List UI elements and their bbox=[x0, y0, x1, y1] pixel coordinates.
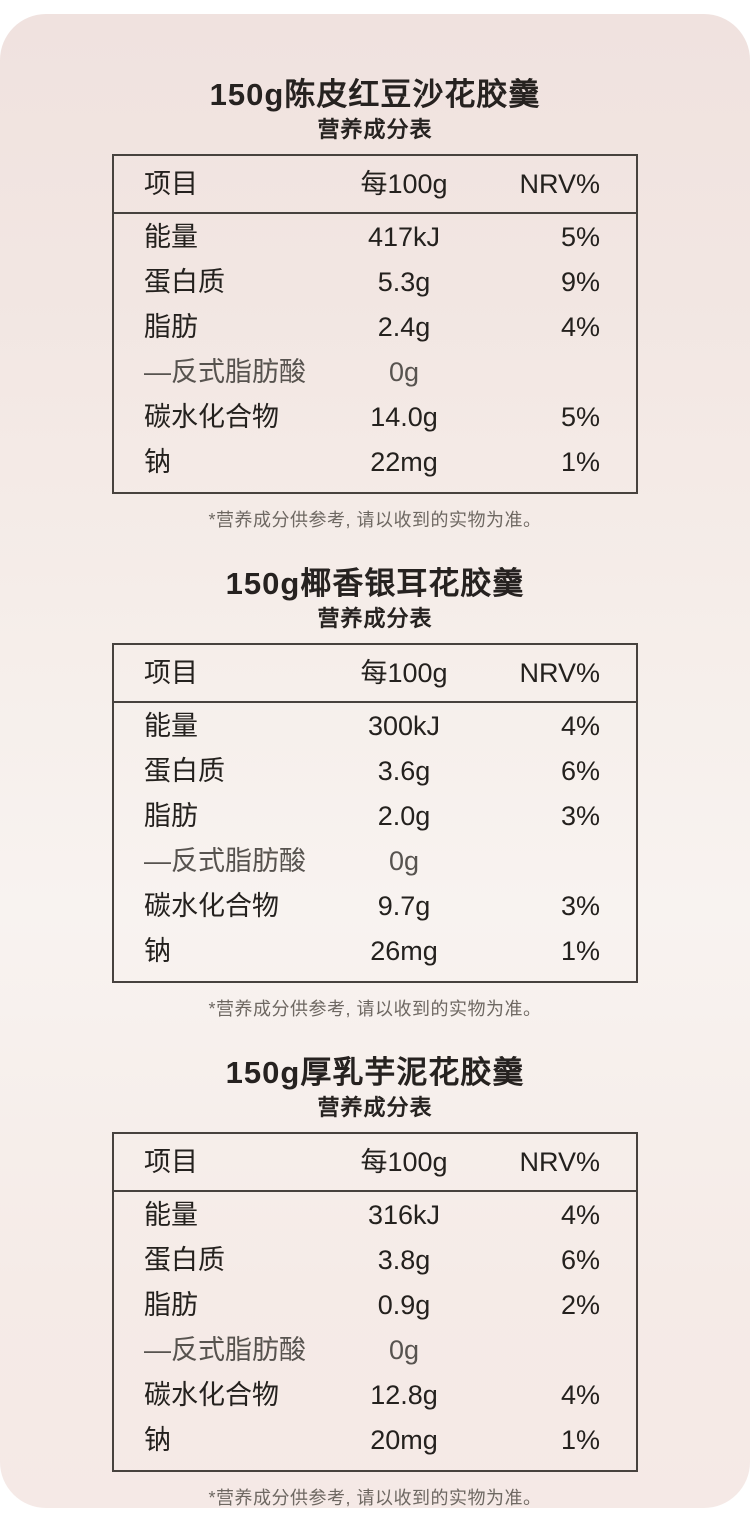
table-row: 碳水化合物 14.0g 5% bbox=[114, 394, 636, 439]
nutrient-nrv: 4% bbox=[560, 1199, 600, 1230]
table-header-row: 项目 每100g NRV% bbox=[114, 645, 636, 703]
table-row-transfat: —反式脂肪酸 0g bbox=[114, 349, 636, 394]
nutrient-name: 能量 bbox=[144, 1199, 198, 1230]
nutrient-name: 蛋白质 bbox=[144, 1244, 225, 1275]
nutrient-value: 22mg bbox=[370, 446, 438, 477]
nutrient-name: 蛋白质 bbox=[144, 755, 225, 786]
nutrient-value: 0.9g bbox=[377, 1289, 431, 1320]
col-header-per100g: 每100g bbox=[360, 658, 448, 688]
footnote: *营养成分供参考, 请以收到的实物为准。 bbox=[208, 1488, 542, 1508]
table-row: 钠 22mg 1% bbox=[114, 439, 636, 484]
table-row: 钠 20mg 1% bbox=[114, 1417, 636, 1462]
col-header-nrv: NRV% bbox=[519, 169, 600, 199]
nutrient-name: 蛋白质 bbox=[144, 266, 225, 297]
nutrient-name: —反式脂肪酸 bbox=[144, 356, 306, 387]
col-header-per100g: 每100g bbox=[360, 1147, 448, 1177]
nutrition-table: 项目 每100g NRV% 能量 300kJ 4% 蛋白质 3.6g 6% 脂肪… bbox=[112, 643, 638, 983]
nutrient-value: 0g bbox=[388, 356, 420, 387]
nutrient-value: 0g bbox=[388, 845, 420, 876]
product-title: 150g陈皮红豆沙花胶羹 bbox=[209, 77, 541, 112]
nutrient-name: 钠 bbox=[144, 935, 171, 966]
nutrient-value: 3.8g bbox=[377, 1244, 431, 1275]
nutrient-nrv: 3% bbox=[560, 890, 600, 921]
table-row: 脂肪 0.9g 2% bbox=[114, 1282, 636, 1327]
nutrient-value: 14.0g bbox=[370, 401, 438, 432]
nutrient-nrv: 1% bbox=[560, 446, 600, 477]
nutrient-value: 26mg bbox=[370, 935, 438, 966]
nutrient-nrv: 4% bbox=[560, 311, 600, 342]
nutrient-value: 417kJ bbox=[367, 221, 441, 252]
footnote: *营养成分供参考, 请以收到的实物为准。 bbox=[208, 999, 542, 1019]
nutrient-value: 300kJ bbox=[367, 710, 441, 741]
nutrient-nrv: 2% bbox=[560, 1289, 600, 1320]
nutrient-nrv: 9% bbox=[560, 266, 600, 297]
table-row: 蛋白质 5.3g 9% bbox=[114, 259, 636, 304]
product-section-1: 150g陈皮红豆沙花胶羹 营养成分表 项目 每100g NRV% 能量 417k… bbox=[0, 78, 750, 531]
product-section-2: 150g椰香银耳花胶羹 营养成分表 项目 每100g NRV% 能量 300kJ… bbox=[0, 567, 750, 1020]
footnote: *营养成分供参考, 请以收到的实物为准。 bbox=[208, 510, 542, 530]
table-row: 能量 417kJ 5% bbox=[114, 214, 636, 259]
col-header-item: 项目 bbox=[144, 658, 198, 688]
col-header-per100g: 每100g bbox=[360, 169, 448, 199]
nutrient-name: 钠 bbox=[144, 446, 171, 477]
nutrient-value: 316kJ bbox=[367, 1199, 441, 1230]
nutrient-nrv: 1% bbox=[560, 1424, 600, 1455]
table-row: 钠 26mg 1% bbox=[114, 928, 636, 973]
table-row: 蛋白质 3.8g 6% bbox=[114, 1237, 636, 1282]
nutrient-value: 3.6g bbox=[377, 755, 431, 786]
table-header-row: 项目 每100g NRV% bbox=[114, 156, 636, 214]
nutrient-value: 12.8g bbox=[370, 1379, 438, 1410]
nutrient-name: —反式脂肪酸 bbox=[144, 845, 306, 876]
nutrient-name: 能量 bbox=[144, 221, 198, 252]
nutrient-name: 脂肪 bbox=[144, 800, 198, 831]
table-row: 脂肪 2.4g 4% bbox=[114, 304, 636, 349]
table-row-transfat: —反式脂肪酸 0g bbox=[114, 1327, 636, 1372]
table-row: 蛋白质 3.6g 6% bbox=[114, 748, 636, 793]
nutrient-name: 碳水化合物 bbox=[144, 890, 279, 921]
nutrient-nrv: 6% bbox=[560, 755, 600, 786]
nutrient-nrv: 4% bbox=[560, 1379, 600, 1410]
product-title: 150g椰香银耳花胶羹 bbox=[225, 566, 525, 601]
table-row: 碳水化合物 9.7g 3% bbox=[114, 883, 636, 928]
nutrient-name: 脂肪 bbox=[144, 311, 198, 342]
table-row: 能量 300kJ 4% bbox=[114, 703, 636, 748]
nutrition-table: 项目 每100g NRV% 能量 316kJ 4% 蛋白质 3.8g 6% 脂肪… bbox=[112, 1132, 638, 1472]
col-header-item: 项目 bbox=[144, 169, 198, 199]
table-row: 能量 316kJ 4% bbox=[114, 1192, 636, 1237]
nutrient-nrv: 5% bbox=[560, 401, 600, 432]
col-header-nrv: NRV% bbox=[519, 658, 600, 688]
nutrient-nrv: 1% bbox=[560, 935, 600, 966]
table-subtitle: 营养成分表 bbox=[317, 1095, 433, 1120]
nutrient-name: 钠 bbox=[144, 1424, 171, 1455]
nutrition-panel: 150g陈皮红豆沙花胶羹 营养成分表 项目 每100g NRV% 能量 417k… bbox=[0, 14, 750, 1508]
table-row: 碳水化合物 12.8g 4% bbox=[114, 1372, 636, 1417]
table-row-transfat: —反式脂肪酸 0g bbox=[114, 838, 636, 883]
nutrient-name: —反式脂肪酸 bbox=[144, 1334, 306, 1365]
col-header-nrv: NRV% bbox=[519, 1147, 600, 1177]
product-title: 150g厚乳芋泥花胶羹 bbox=[225, 1055, 525, 1090]
nutrient-name: 能量 bbox=[144, 710, 198, 741]
table-row: 脂肪 2.0g 3% bbox=[114, 793, 636, 838]
nutrition-table: 项目 每100g NRV% 能量 417kJ 5% 蛋白质 5.3g 9% 脂肪… bbox=[112, 154, 638, 494]
table-header-row: 项目 每100g NRV% bbox=[114, 1134, 636, 1192]
product-section-3: 150g厚乳芋泥花胶羹 营养成分表 项目 每100g NRV% 能量 316kJ… bbox=[0, 1056, 750, 1509]
nutrient-value: 2.0g bbox=[377, 800, 431, 831]
table-subtitle: 营养成分表 bbox=[317, 117, 433, 142]
nutrient-name: 脂肪 bbox=[144, 1289, 198, 1320]
nutrient-nrv: 6% bbox=[560, 1244, 600, 1275]
nutrient-value: 9.7g bbox=[377, 890, 431, 921]
nutrient-name: 碳水化合物 bbox=[144, 1379, 279, 1410]
nutrient-nrv: 3% bbox=[560, 800, 600, 831]
nutrient-value: 2.4g bbox=[377, 311, 431, 342]
nutrient-nrv: 5% bbox=[560, 221, 600, 252]
nutrient-value: 5.3g bbox=[377, 266, 431, 297]
col-header-item: 项目 bbox=[144, 1147, 198, 1177]
table-subtitle: 营养成分表 bbox=[317, 606, 433, 631]
nutrient-value: 0g bbox=[388, 1334, 420, 1365]
nutrient-value: 20mg bbox=[370, 1424, 438, 1455]
nutrient-name: 碳水化合物 bbox=[144, 401, 279, 432]
nutrient-nrv: 4% bbox=[560, 710, 600, 741]
